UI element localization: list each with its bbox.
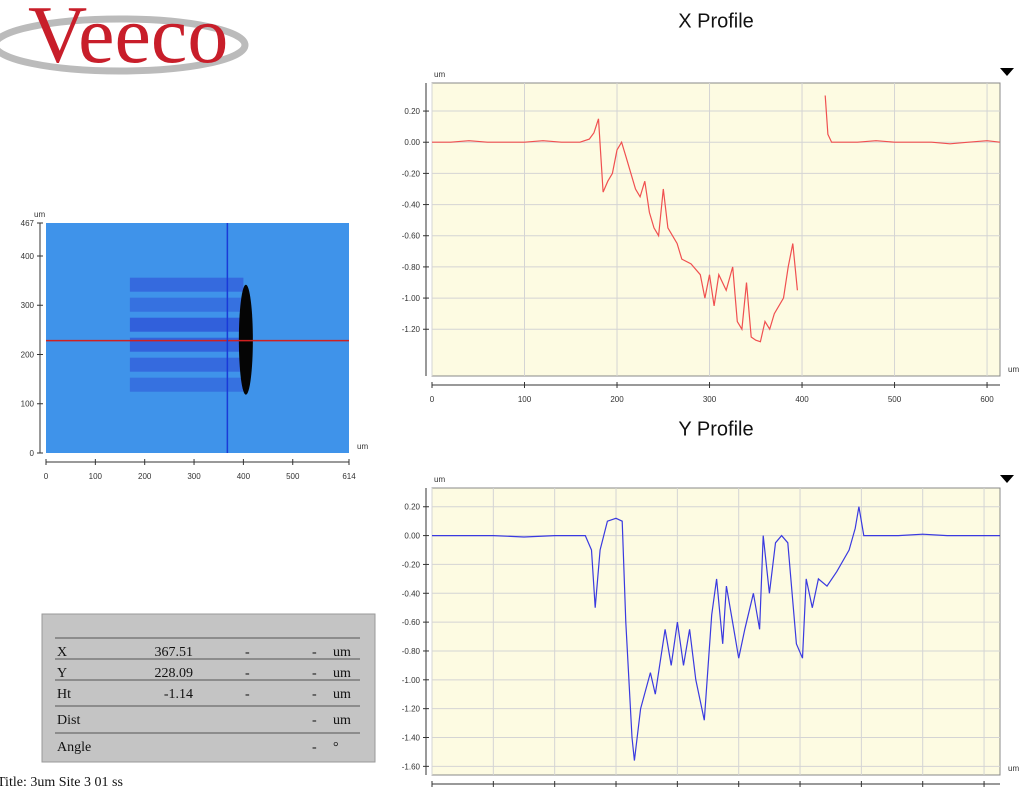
y-tick-label: 200 [21,350,35,359]
map-streak [130,278,244,292]
x-tick-label: 400 [237,472,251,481]
row-cell: - [245,666,250,681]
x-tick-label: 100 [518,395,532,404]
row-unit: um [333,713,351,728]
row-unit: um [333,666,351,681]
y-tick-label: -1.60 [402,762,421,771]
y-tick-label: 0.20 [404,107,420,116]
row-cell: - [312,740,317,755]
plot-area [432,83,1000,376]
y-tick-label: 100 [21,400,35,409]
map-streak [130,318,244,332]
row-cell: - [312,666,317,681]
row-label: Dist [57,713,80,728]
row-label: Ht [57,687,71,702]
row-label: Y [57,666,67,681]
y-tick-label: -1.00 [402,676,421,685]
y-tick-label: 467 [21,219,35,228]
logo: Veeco [28,0,228,80]
y-tick-label: 0.20 [404,503,420,512]
row-cell: - [245,687,250,702]
row-label: X [57,645,67,660]
x-tick-label: 600 [980,395,994,404]
x-tick-label: 300 [187,472,201,481]
y-axis-label: um [434,70,445,79]
y-tick-label: -0.20 [402,169,421,178]
y-tick-label: -0.40 [402,589,421,598]
map-streak [130,358,244,372]
y-tick-label: -0.40 [402,201,421,210]
y-tick-label: 0 [30,449,35,458]
row-cell: - [312,687,317,702]
row-value: -1.14 [164,687,193,702]
x-axis-label: um [357,442,368,451]
y-tick-label: 0.00 [404,138,420,147]
x-axis-label: um [1008,764,1019,773]
row-cell: - [312,713,317,728]
report-title: Title: 3um Site 3 01 ss [0,775,123,790]
map-streak [130,378,244,392]
y-tick-label: 0.00 [404,532,420,541]
row-unit: um [333,687,351,702]
y-tick-label: 400 [21,252,35,261]
x-tick-label: 500 [286,472,300,481]
row-cell: - [312,645,317,660]
x-tick-label: 400 [795,395,809,404]
x-tick-label: 0 [430,395,435,404]
y-tick-label: -0.80 [402,647,421,656]
x-tick-label: 614 [342,472,356,481]
row-value: 367.51 [155,645,194,660]
x-tick-label: 200 [610,395,624,404]
y-tick-label: -0.60 [402,232,421,241]
readout-panel [42,614,375,762]
y-tick-label: -1.20 [402,705,421,714]
y-tick-label: -1.40 [402,734,421,743]
y-tick-label: -0.60 [402,618,421,627]
x-tick-label: 0 [44,472,49,481]
row-unit: um [333,645,351,660]
y-tick-label: 300 [21,301,35,310]
map-streak [130,338,244,352]
map-feature [239,285,253,395]
marker [1000,475,1014,483]
y-tick-label: -0.20 [402,560,421,569]
row-cell: - [245,645,250,660]
y-axis-label: um [34,210,45,219]
plot-area [432,488,1000,775]
row-unit: ° [333,740,339,755]
y-tick-label: -1.00 [402,294,421,303]
x-tick-label: 500 [888,395,902,404]
y-axis-label: um [434,475,445,484]
row-value: 228.09 [155,666,194,681]
x-axis-label: um [1008,365,1019,374]
x-tick-label: 300 [703,395,717,404]
chart-title: X Profile [678,10,754,32]
page: {"logo": "Veeco", "title": "Title: 3um S… [0,0,1026,794]
map-streak [130,298,244,312]
chart-title: Y Profile [678,418,753,440]
y-tick-label: -0.80 [402,263,421,272]
y-tick-label: -1.20 [402,325,421,334]
x-tick-label: 100 [89,472,103,481]
x-tick-label: 200 [138,472,152,481]
marker [1000,68,1014,76]
row-label: Angle [57,740,91,755]
screen: Veeco Title: 3um Site 3 01 ss 0 100 200 300… [0,0,1026,794]
